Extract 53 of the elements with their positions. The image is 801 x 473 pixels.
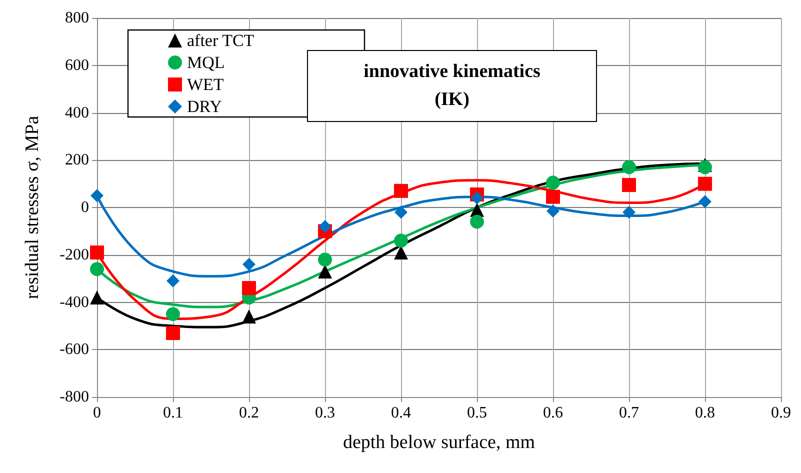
point [318,220,332,233]
legend-label: MQL [187,53,225,72]
point [470,214,484,229]
y-tick-label: 200 [65,152,89,169]
x-tick-label: 0.7 [619,404,639,422]
point [698,176,712,191]
y-tick-label: 600 [65,56,89,74]
x-tick-label: 0.8 [695,404,715,422]
legend-label: DRY [187,97,222,116]
y-tick-label: 800 [65,10,89,26]
point [394,206,408,219]
y-tick-label: -200 [60,246,89,264]
point [242,258,256,271]
point [90,290,104,305]
x-tick-label: 0.5 [467,404,487,422]
legend-label: WET [187,75,224,94]
x-axis-title: depth below surface, mm [342,432,536,453]
y-tick-label: -800 [60,388,89,406]
point [470,192,484,205]
point [698,195,712,208]
y-tick-label: 0 [81,199,89,216]
y-tick-label: -400 [60,294,89,311]
x-tick-label: 0.2 [239,404,259,422]
point [166,307,180,322]
x-tick-label: 0.1 [163,404,183,422]
point [242,281,256,296]
y-tick-label: 400 [65,104,89,122]
point [546,190,560,204]
x-tick-label: 0.3 [315,404,335,422]
point [318,252,332,267]
point [242,309,256,324]
y-tick-label: -600 [60,341,89,358]
point [546,204,560,218]
point [698,160,712,174]
point [90,262,104,276]
point [394,184,408,198]
point [622,178,636,192]
x-tick-label: 0.6 [543,404,563,422]
point [394,246,408,260]
point [166,274,180,288]
x-tick-label: 0.9 [771,404,791,422]
x-tick-label: 0.4 [391,404,411,422]
point [90,189,104,202]
point [546,176,560,190]
x-tick-label: 0 [93,404,101,422]
note-box: innovative kinematics (IK) [307,50,597,122]
y-axis-title: residual stresses σ, MPa [22,115,43,300]
point [394,234,408,248]
point [622,206,636,219]
legend-label: after TCT [187,31,255,50]
point [166,326,180,340]
point [622,160,636,174]
point [90,246,104,260]
